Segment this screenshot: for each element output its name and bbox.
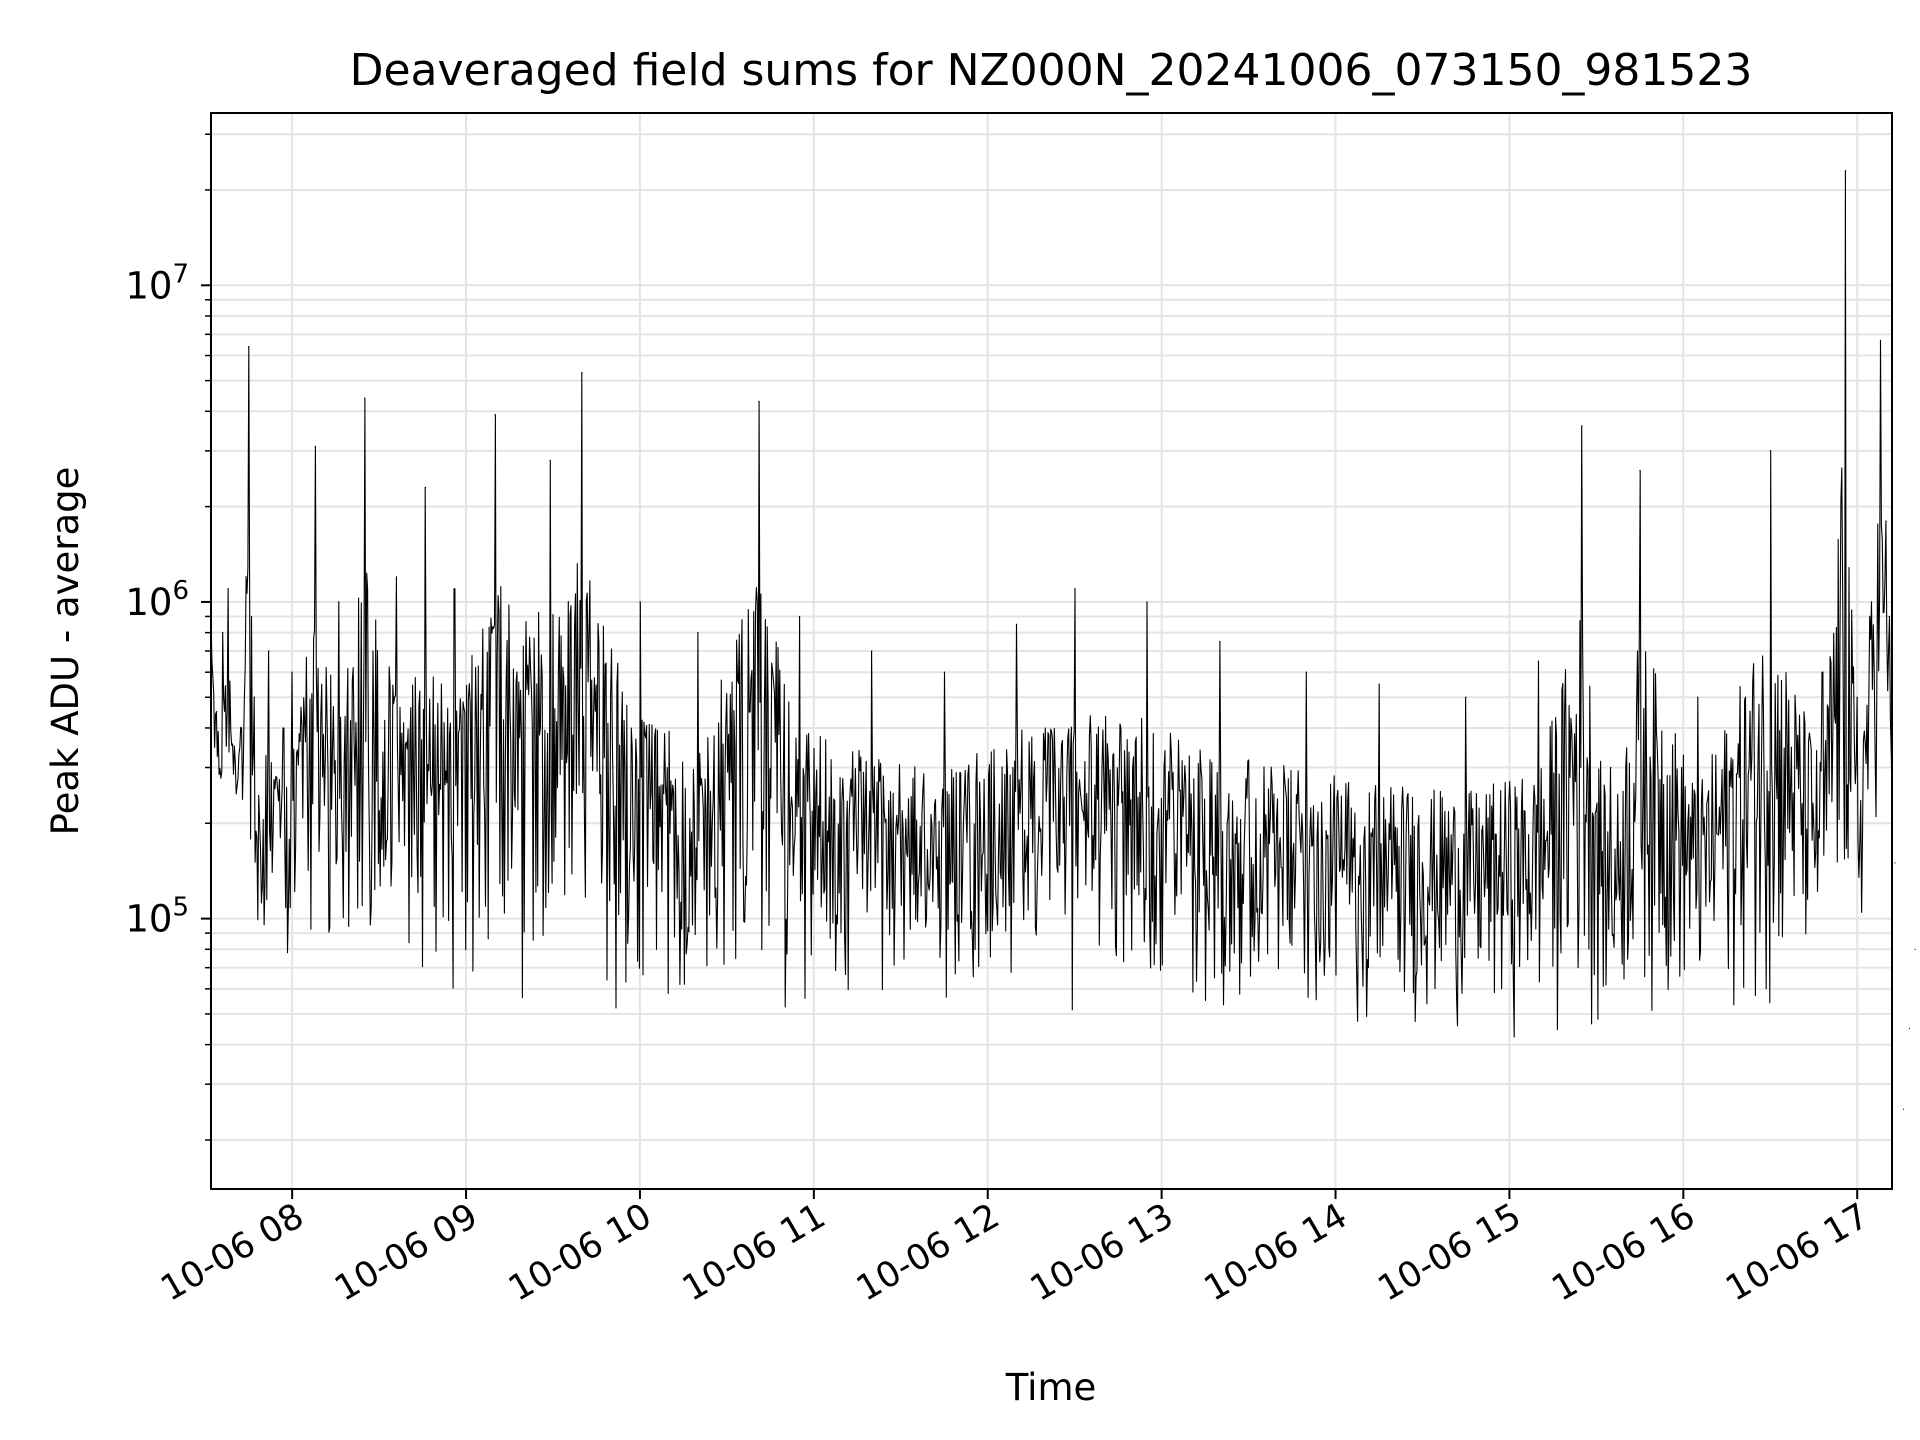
data-point	[1146, 601, 1148, 603]
data-point	[221, 632, 224, 634]
data-point	[1845, 170, 1847, 172]
data-point	[798, 615, 800, 618]
series-line	[211, 170, 1892, 1038]
data-point	[1914, 948, 1916, 950]
data-point	[1902, 1108, 1905, 1110]
data-point	[581, 371, 583, 374]
data-point	[282, 727, 285, 729]
data-point	[395, 576, 398, 578]
data-point	[216, 711, 218, 713]
data-point	[453, 588, 456, 590]
data-point	[1537, 660, 1540, 662]
y-tick-label: 106	[125, 576, 189, 624]
data-point	[871, 650, 873, 652]
data-point	[758, 400, 760, 402]
data-point	[314, 445, 316, 447]
y-axis-label: Peak ADU - average	[44, 467, 87, 836]
series-layer	[210, 170, 1916, 1110]
data-point	[337, 601, 340, 603]
data-point	[1879, 339, 1882, 341]
data-point	[1885, 520, 1887, 522]
data-point	[250, 615, 253, 618]
data-point	[1305, 671, 1308, 673]
data-point	[1074, 588, 1076, 590]
data-point	[424, 486, 427, 489]
data-point	[1219, 640, 1221, 643]
data-point	[364, 397, 366, 399]
data-point	[1769, 450, 1771, 452]
data-point	[697, 632, 699, 634]
data-point	[1697, 696, 1699, 698]
data-point	[245, 576, 247, 578]
data-point	[1581, 425, 1583, 427]
data-point	[639, 601, 641, 603]
data-point	[253, 696, 256, 698]
grid-lines	[211, 113, 1892, 1189]
data-point	[1465, 696, 1467, 698]
data-point	[291, 671, 293, 673]
x-axis-label: Time	[1005, 1366, 1097, 1409]
data-point	[1639, 469, 1641, 472]
data-point	[549, 459, 551, 461]
data-point	[1821, 671, 1824, 673]
data-point	[268, 650, 270, 652]
data-point	[233, 745, 235, 747]
data-point	[1016, 623, 1018, 625]
data-point	[1894, 862, 1896, 864]
data-point	[943, 671, 945, 673]
data-point	[1378, 683, 1380, 685]
data-point	[248, 346, 250, 348]
chart-title: Deaveraged field sums for NZ000N_2024100…	[350, 45, 1753, 96]
data-point	[1888, 615, 1890, 618]
data-point	[1610, 766, 1612, 769]
data-point	[227, 588, 229, 590]
y-tick-label: 105	[125, 893, 189, 941]
data-point	[1908, 1027, 1910, 1030]
y-tick-label: 107	[125, 259, 189, 307]
data-point	[494, 414, 496, 416]
data-point	[1856, 696, 1858, 698]
